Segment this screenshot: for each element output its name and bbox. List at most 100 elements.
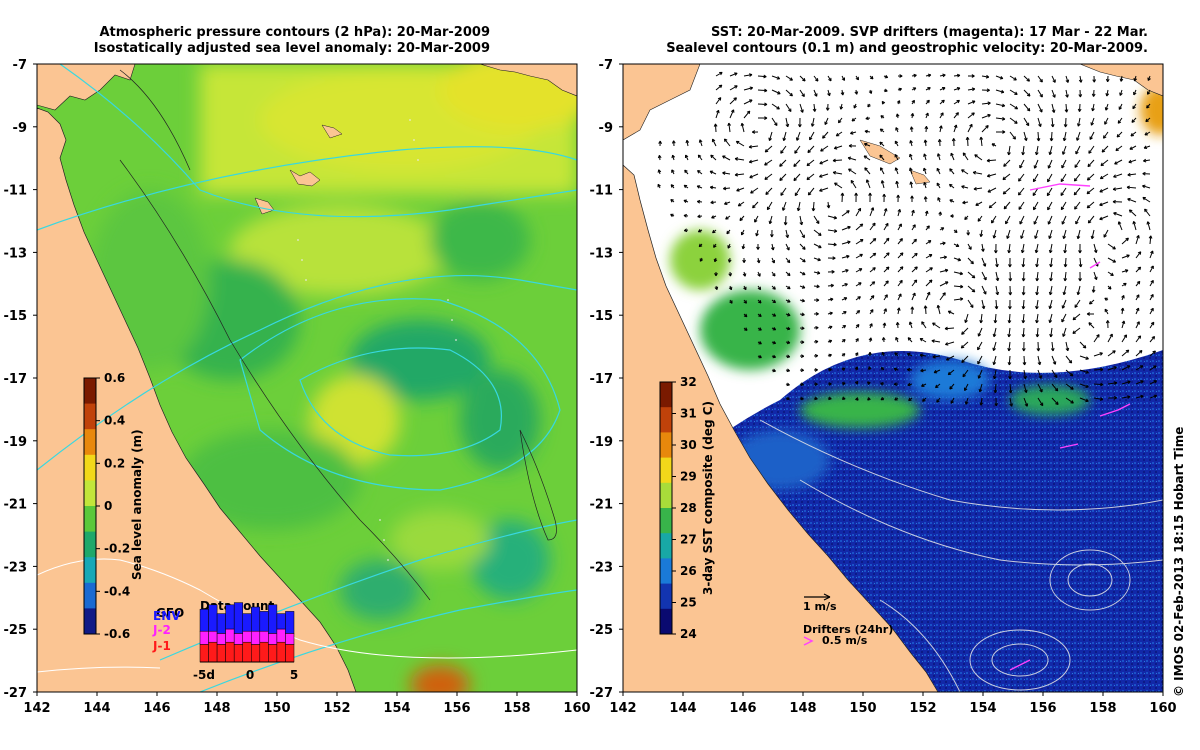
velocity-arrow [1018, 187, 1025, 196]
velocity-arrow [1008, 355, 1011, 366]
velocity-arrowhead [994, 306, 999, 310]
velocity-arrowhead [993, 389, 998, 394]
lon-tick-label: 156 [1029, 701, 1056, 716]
velocity-arrowhead [831, 269, 835, 274]
velocity-arrowhead [734, 172, 739, 177]
velocity-arrowhead [806, 162, 811, 167]
velocity-arrowhead [977, 333, 982, 337]
velocity-arrowhead [1001, 103, 1006, 108]
velocity-arrowhead [1036, 348, 1041, 352]
velocity-arrowhead [1006, 235, 1010, 239]
velocity-arrow [811, 117, 815, 127]
velocity-arrowhead [696, 199, 701, 204]
velocity-arrow [799, 243, 806, 250]
velocity-arrow [939, 269, 949, 273]
velocity-arrowhead [899, 279, 903, 284]
velocity-arrowhead [807, 149, 811, 154]
velocity-arrow [1149, 380, 1157, 385]
velocity-arrow [1050, 327, 1053, 337]
velocity-arrowhead [1104, 308, 1109, 313]
data-count-bar-env [233, 602, 243, 634]
velocity-arrowhead [959, 297, 964, 301]
velocity-arrow [1130, 131, 1137, 137]
velocity-arrowhead [814, 93, 818, 97]
velocity-arrow [988, 201, 997, 209]
velocity-arrowhead [828, 353, 832, 358]
velocity-arrowhead [758, 313, 762, 318]
velocity-arrowhead [776, 106, 780, 110]
velocity-arrow [1135, 321, 1140, 329]
velocity-arrow [1008, 313, 1011, 324]
velocity-arrowhead [841, 77, 846, 81]
velocity-arrowhead [766, 206, 771, 211]
velocity-arrow [897, 209, 901, 217]
velocity-arrowhead [923, 305, 928, 309]
colorbar-tick-label: 0.2 [104, 456, 125, 470]
velocity-arrow [1022, 257, 1025, 268]
velocity-arrowhead [801, 285, 806, 289]
velocity-arrowhead [1133, 91, 1137, 96]
velocity-arrowhead [1121, 320, 1126, 324]
colorbar-segment [84, 506, 96, 533]
velocity-arrow [729, 72, 738, 77]
velocity-arrowhead [908, 397, 912, 402]
velocity-arrowhead [697, 214, 701, 219]
velocity-arrowhead [785, 234, 790, 239]
velocity-arrowhead [960, 284, 964, 289]
velocity-arrowhead [1063, 124, 1068, 128]
velocity-arrowhead [1105, 320, 1110, 324]
velocity-arrowhead [1061, 164, 1065, 169]
velocity-arrowhead [1133, 77, 1138, 82]
velocity-arrowhead [1142, 171, 1146, 176]
velocity-arrow [757, 75, 767, 78]
velocity-arrow [1147, 221, 1151, 231]
velocity-arrow [754, 215, 759, 223]
velocity-arrowhead [896, 307, 901, 311]
velocity-arrowhead [1062, 333, 1066, 337]
velocity-arrow [948, 310, 955, 315]
velocity-arrowhead [1104, 107, 1109, 111]
velocity-arrowhead [1143, 158, 1147, 163]
velocity-arrow [962, 369, 969, 378]
velocity-arrow [771, 117, 778, 126]
colorbar-segment [84, 480, 96, 507]
colorbar-tick-label: 31 [680, 407, 697, 421]
velocity-arrow [1034, 159, 1039, 169]
lat-tick-label: -15 [590, 309, 614, 324]
colorbar-tick-label: 0.4 [104, 414, 125, 428]
velocity-arrow [728, 123, 731, 133]
data-count-bar-j1 [208, 641, 218, 663]
velocity-arrow [743, 110, 751, 119]
colorbar-segment [84, 403, 96, 430]
velocity-arrowhead [1132, 220, 1137, 225]
velocity-arrowhead [764, 162, 768, 166]
velocity-arrowhead [832, 170, 837, 175]
velocity-arrowhead [741, 245, 746, 250]
velocity-arrowhead [1036, 138, 1041, 142]
velocity-arrowhead [780, 150, 784, 154]
velocity-arrowhead [802, 271, 806, 276]
velocity-arrowhead [910, 113, 915, 117]
velocity-arrow [1107, 366, 1117, 371]
velocity-arrow [1079, 341, 1087, 349]
velocity-arrow [986, 159, 997, 162]
velocity-arrowhead [898, 293, 902, 297]
velocity-arrow [1008, 341, 1011, 351]
velocity-arrowhead [929, 267, 933, 271]
velocity-arrow [919, 338, 927, 343]
data-count-bar-j1 [199, 644, 209, 663]
velocity-arrow [824, 117, 829, 125]
velocity-arrowhead [987, 101, 991, 106]
velocity-arrowhead [1020, 235, 1024, 239]
left-map-axes: 142 144 146 148 150 152 154 156 158 160 -7 -9 -11 -13… [4, 58, 591, 716]
velocity-arrowhead [906, 367, 911, 372]
velocity-arrowhead [786, 340, 791, 345]
velocity-arrowhead [1132, 105, 1136, 110]
velocity-arrow [924, 305, 927, 315]
velocity-arrowhead [906, 353, 911, 357]
velocity-arrow [1049, 243, 1053, 253]
velocity-arrowhead [1086, 312, 1090, 316]
velocity-arrowhead [855, 324, 860, 328]
velocity-arrowhead [750, 190, 754, 194]
velocity-arrowhead [977, 360, 981, 365]
